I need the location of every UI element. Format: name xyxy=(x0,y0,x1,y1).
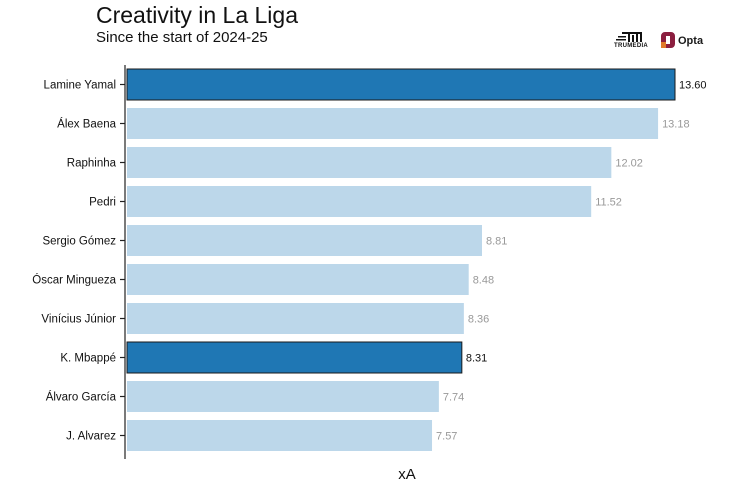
trumedia-logo: TRUMEDIA xyxy=(614,30,654,52)
category-label: Pedri xyxy=(89,197,116,209)
bar xyxy=(126,68,676,101)
opta-mark-icon xyxy=(661,32,675,48)
value-label: 7.74 xyxy=(443,392,464,404)
chart-title: Creativity in La Liga xyxy=(96,2,298,28)
value-label: 8.31 xyxy=(466,353,487,365)
opta-text: Opta xyxy=(678,35,704,47)
category-label: J. Alvarez xyxy=(66,431,116,443)
trumedia-mark-icon xyxy=(616,32,642,42)
bar xyxy=(127,225,482,256)
value-label: 8.48 xyxy=(473,275,494,287)
opta-logo: Opta xyxy=(660,30,724,52)
bar xyxy=(127,186,592,217)
bar xyxy=(127,264,469,295)
bar xyxy=(127,147,612,178)
x-axis-label: xA xyxy=(398,466,416,483)
value-label: 12.02 xyxy=(615,158,643,170)
logos: TRUMEDIA Opta xyxy=(614,30,724,52)
trumedia-text: TRUMEDIA xyxy=(614,43,649,49)
value-label: 8.81 xyxy=(486,236,507,248)
bar xyxy=(126,341,463,374)
value-label: 11.52 xyxy=(595,197,622,209)
bar xyxy=(127,420,433,451)
chart-subtitle: Since the start of 2024-25 xyxy=(96,29,268,46)
category-label: Vinícius Júnior xyxy=(41,314,116,326)
category-label: Raphinha xyxy=(67,158,117,170)
value-label: 7.57 xyxy=(436,431,457,443)
value-label: 8.36 xyxy=(468,314,489,326)
category-label: Óscar Mingueza xyxy=(32,274,116,287)
bar xyxy=(127,108,659,139)
category-label: Álex Baena xyxy=(57,118,116,131)
value-label: 13.18 xyxy=(662,119,690,131)
category-label: Sergio Gómez xyxy=(42,236,116,248)
category-label: Lamine Yamal xyxy=(44,80,116,92)
value-label: 13.60 xyxy=(679,80,707,92)
bar xyxy=(127,303,464,334)
category-label: Álvaro García xyxy=(46,391,117,404)
bar xyxy=(127,381,439,412)
category-label: K. Mbappé xyxy=(60,353,116,365)
